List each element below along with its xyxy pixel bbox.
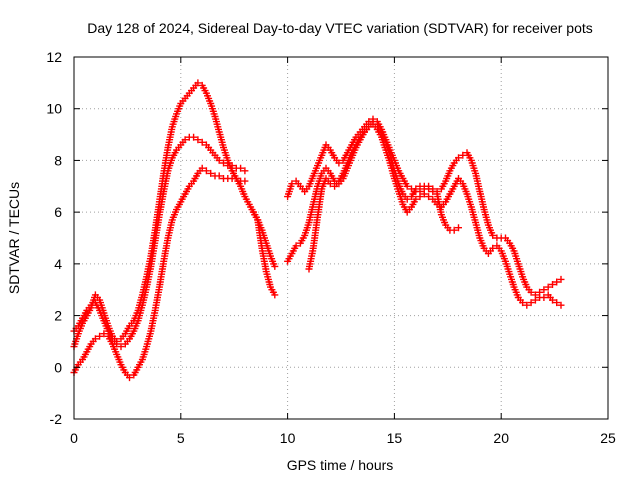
y-tick-label: 0 xyxy=(54,359,62,375)
y-tick-label: 6 xyxy=(54,204,62,220)
x-tick-label: 10 xyxy=(280,430,296,446)
x-tick-label: 15 xyxy=(387,430,403,446)
x-tick-label: 20 xyxy=(493,430,509,446)
plus-markers xyxy=(70,133,249,351)
plus-markers xyxy=(249,208,279,299)
series-track-f xyxy=(284,120,565,309)
x-tick-label: 5 xyxy=(177,430,185,446)
plus-markers xyxy=(305,118,462,273)
chart-title: Day 128 of 2024, Sidereal Day-to-day VTE… xyxy=(87,20,593,36)
y-tick-label: 2 xyxy=(54,308,62,324)
series-track-g xyxy=(305,118,462,273)
series-track-e xyxy=(284,115,565,299)
x-axis-label: GPS time / hours xyxy=(287,457,394,473)
x-tick-label: 25 xyxy=(600,430,616,446)
series-track-b xyxy=(70,133,249,351)
series-track-d xyxy=(249,208,279,299)
y-tick-label: 10 xyxy=(46,101,62,117)
x-tick-label: 0 xyxy=(70,430,78,446)
y-tick-label: 4 xyxy=(54,256,62,272)
data-marks xyxy=(70,79,565,382)
plot-frame xyxy=(73,56,609,420)
y-tick-label: -2 xyxy=(50,411,63,427)
plus-markers xyxy=(284,115,565,299)
y-tick-label: 8 xyxy=(54,152,62,168)
axis-ticks: 0 5 10 15 20 25 -2 0 2 4 6 8 10 12 xyxy=(46,49,616,446)
y-tick-label: 12 xyxy=(46,49,62,65)
plus-markers xyxy=(284,120,565,309)
y-axis-label: SDTVAR / TECUs xyxy=(6,182,22,294)
